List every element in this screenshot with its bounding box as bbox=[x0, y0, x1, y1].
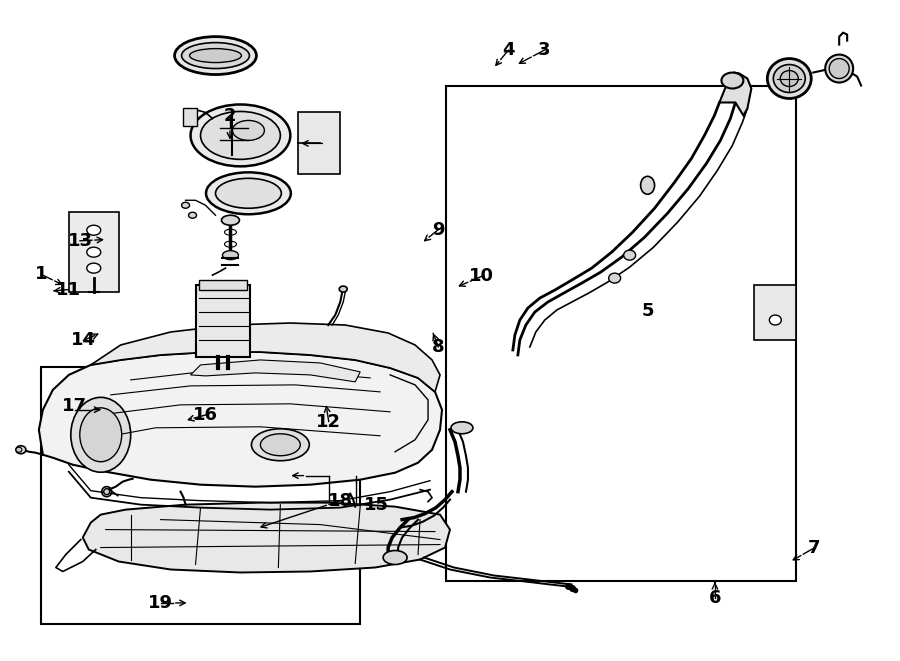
Ellipse shape bbox=[182, 42, 249, 69]
Ellipse shape bbox=[189, 212, 196, 218]
Ellipse shape bbox=[86, 225, 101, 235]
Ellipse shape bbox=[191, 104, 291, 167]
Bar bbox=[754, 285, 796, 340]
Text: 9: 9 bbox=[432, 221, 445, 239]
Ellipse shape bbox=[16, 447, 22, 452]
Ellipse shape bbox=[722, 73, 743, 89]
Ellipse shape bbox=[80, 408, 122, 462]
Text: 8: 8 bbox=[432, 338, 445, 356]
Ellipse shape bbox=[260, 434, 301, 455]
Ellipse shape bbox=[71, 397, 130, 472]
Ellipse shape bbox=[232, 120, 265, 140]
Ellipse shape bbox=[773, 65, 806, 93]
Polygon shape bbox=[91, 323, 440, 392]
Text: 1: 1 bbox=[35, 266, 48, 284]
Ellipse shape bbox=[201, 112, 281, 159]
Bar bbox=[68, 212, 119, 292]
Text: 2: 2 bbox=[224, 107, 236, 125]
Text: 7: 7 bbox=[807, 539, 820, 557]
Bar bbox=[446, 87, 796, 581]
Ellipse shape bbox=[175, 36, 256, 75]
Bar bbox=[199, 280, 248, 290]
Ellipse shape bbox=[768, 59, 811, 98]
Text: 12: 12 bbox=[316, 412, 341, 430]
Polygon shape bbox=[83, 502, 450, 572]
Ellipse shape bbox=[222, 251, 239, 260]
Text: 18: 18 bbox=[328, 492, 353, 510]
Text: 11: 11 bbox=[56, 281, 81, 299]
Ellipse shape bbox=[221, 215, 239, 225]
Text: 13: 13 bbox=[68, 232, 93, 250]
Polygon shape bbox=[191, 360, 360, 382]
Ellipse shape bbox=[770, 315, 781, 325]
Text: 16: 16 bbox=[194, 406, 218, 424]
Text: 6: 6 bbox=[708, 589, 721, 607]
Ellipse shape bbox=[86, 247, 101, 257]
Text: 5: 5 bbox=[642, 301, 653, 320]
Ellipse shape bbox=[251, 429, 310, 461]
Ellipse shape bbox=[608, 273, 621, 283]
Bar bbox=[195, 285, 250, 357]
Ellipse shape bbox=[825, 55, 853, 83]
Ellipse shape bbox=[451, 422, 473, 434]
Text: 15: 15 bbox=[364, 496, 389, 514]
Ellipse shape bbox=[86, 263, 101, 273]
Ellipse shape bbox=[829, 59, 850, 79]
Ellipse shape bbox=[780, 71, 798, 87]
Ellipse shape bbox=[624, 250, 635, 260]
Ellipse shape bbox=[104, 488, 110, 494]
Text: 3: 3 bbox=[538, 41, 551, 59]
Text: 19: 19 bbox=[148, 594, 174, 612]
Bar bbox=[298, 112, 340, 175]
Ellipse shape bbox=[206, 173, 291, 214]
Polygon shape bbox=[719, 73, 752, 116]
Bar bbox=[183, 108, 196, 126]
Text: 17: 17 bbox=[62, 397, 87, 415]
Polygon shape bbox=[39, 352, 442, 486]
Text: 4: 4 bbox=[502, 41, 515, 59]
Ellipse shape bbox=[16, 446, 26, 453]
Ellipse shape bbox=[641, 176, 654, 194]
Ellipse shape bbox=[383, 551, 407, 564]
Text: 10: 10 bbox=[469, 268, 494, 286]
Bar bbox=[41, 367, 360, 624]
Ellipse shape bbox=[215, 178, 282, 208]
Ellipse shape bbox=[190, 49, 241, 63]
Text: 14: 14 bbox=[71, 331, 96, 350]
Ellipse shape bbox=[182, 202, 190, 208]
Ellipse shape bbox=[339, 286, 347, 292]
